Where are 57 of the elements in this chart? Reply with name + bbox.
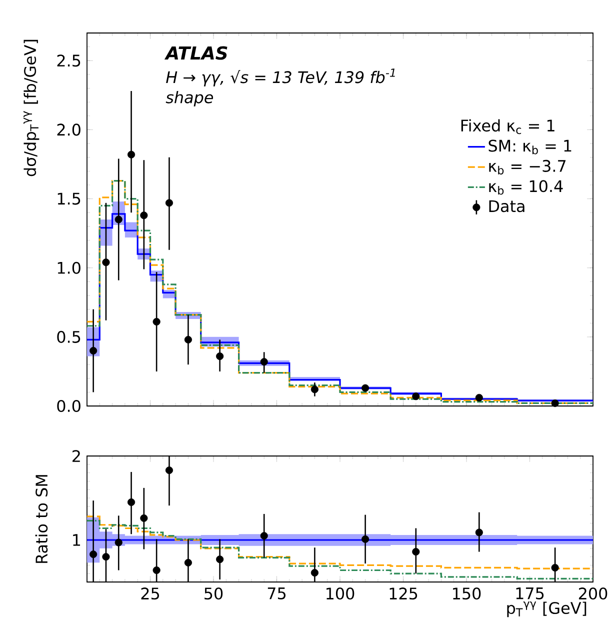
y-tick-label: 0.5 [57, 330, 80, 343]
y-tick-label: 2.5 [57, 54, 80, 67]
x-tick-label: 200 [578, 588, 608, 600]
point [260, 532, 268, 540]
point [216, 556, 224, 564]
point [260, 358, 268, 366]
point [152, 318, 160, 326]
annotation: shape [166, 91, 214, 106]
point [114, 216, 122, 224]
annotation: H → γγ, √s = 13 TeV, 139 fb$^{-1}$ [166, 68, 395, 86]
point [310, 386, 318, 394]
point [362, 384, 370, 392]
point [140, 212, 148, 220]
point [184, 336, 192, 344]
point [152, 566, 160, 574]
x-tick-label: 125 [390, 588, 418, 600]
x-tick-label: 75 [268, 588, 286, 600]
point [475, 394, 483, 402]
legend-label: Data [489, 200, 524, 212]
y-tick-label: 2.0 [57, 124, 80, 136]
x-axis-title: p$_{T}$$^{γγ}$ [GeV] [507, 601, 586, 618]
point [184, 558, 192, 566]
point [90, 346, 98, 355]
point [216, 352, 224, 360]
point [551, 564, 559, 572]
legend-label: SM: κ$_{b}$ = 1 [488, 140, 572, 154]
y-tick-label: 1 [73, 534, 80, 546]
point [310, 568, 318, 577]
point [551, 399, 559, 408]
point [90, 550, 98, 558]
point [102, 258, 110, 266]
legend-label: κ$_{b}$ = −3.7 [489, 160, 566, 174]
x-tick-label: 25 [141, 588, 159, 600]
x-tick-label: 100 [326, 588, 354, 600]
point [412, 392, 420, 400]
point [362, 535, 370, 543]
y-tick-label: 1.0 [58, 262, 80, 274]
point [102, 553, 110, 561]
point [165, 466, 174, 474]
y-axis-title: Ratio to SM [35, 475, 48, 563]
annotation: ATLAS [164, 46, 228, 60]
y-tick-label: 1.5 [58, 192, 80, 205]
y-tick-label: 0.0 [57, 400, 80, 412]
legend-title: Fixed κ$_{c}$ = 1 [461, 119, 554, 134]
legend-label: κ$_{b}$ = 10.4 [489, 180, 563, 195]
point [114, 538, 122, 546]
point [127, 498, 136, 506]
y-axis-title: dσ/dp$_{T}$$^{γγ}$ [fb/GeV] [24, 40, 40, 176]
y-tick-label: 2 [72, 450, 80, 462]
point [127, 150, 136, 158]
point [140, 514, 148, 522]
point [412, 548, 420, 556]
x-tick-label: 175 [516, 588, 544, 600]
x-tick-label: 150 [453, 588, 481, 600]
point [165, 199, 174, 207]
point [475, 528, 483, 536]
x-tick-label: 50 [204, 588, 223, 600]
